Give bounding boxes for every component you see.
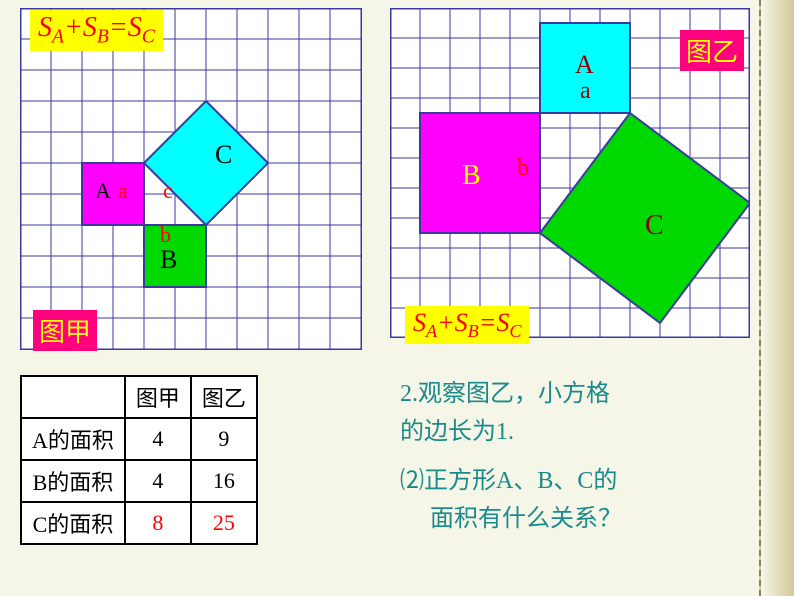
fig-label-yi: 图乙 xyxy=(680,30,744,71)
label-a-jia: A xyxy=(95,178,111,204)
question-text: 2.观察图乙，小方格 的边长为1. ⑵正方形A、B、C的 面积有什么关系？ xyxy=(400,375,622,539)
cell-a-jia: 4 xyxy=(125,418,191,460)
table-row: B的面积 4 16 xyxy=(21,460,257,502)
cell-b-yi: 16 xyxy=(191,460,257,502)
grid-jia xyxy=(20,8,362,350)
label-c-yi: C xyxy=(645,210,664,242)
text-line-2: 的边长为1. xyxy=(400,413,622,451)
table-header-blank xyxy=(21,376,125,418)
cell-c-yi: 25 xyxy=(191,502,257,544)
label-b-side-yi: b xyxy=(517,155,529,182)
table-header-yi: 图乙 xyxy=(191,376,257,418)
table-row: C的面积 8 25 xyxy=(21,502,257,544)
label-a-side-jia: a xyxy=(118,178,128,204)
label-a-yi: A xyxy=(575,50,594,80)
cell-c-jia: 8 xyxy=(125,502,191,544)
label-a-side-yi: a xyxy=(580,78,591,105)
row-label-c: C的面积 xyxy=(21,502,125,544)
label-c-side-jia: c xyxy=(163,178,173,204)
torn-edge-decoration xyxy=(759,0,794,596)
cell-b-jia: 4 xyxy=(125,460,191,502)
equation-yi: SA+SB=SC xyxy=(405,306,529,344)
row-label-b: B的面积 xyxy=(21,460,125,502)
table-header-jia: 图甲 xyxy=(125,376,191,418)
diagram-jia xyxy=(20,8,362,350)
row-label-a: A的面积 xyxy=(21,418,125,460)
label-c-jia: C xyxy=(215,140,232,170)
text-line-1: 2.观察图乙，小方格 xyxy=(400,375,622,413)
table-row: A的面积 4 9 xyxy=(21,418,257,460)
fig-label-jia: 图甲 xyxy=(33,310,97,351)
cell-a-yi: 9 xyxy=(191,418,257,460)
text-line-4: 面积有什么关系？ xyxy=(400,500,622,538)
area-table: 图甲 图乙 A的面积 4 9 B的面积 4 16 C的面积 8 25 xyxy=(20,375,258,545)
square-a-jia xyxy=(82,163,144,225)
label-b-yi: B xyxy=(462,160,481,192)
label-b-jia: B xyxy=(160,245,177,275)
text-line-3: ⑵正方形A、B、C的 xyxy=(400,462,622,500)
equation-jia: SA+SB=SC xyxy=(30,10,163,51)
